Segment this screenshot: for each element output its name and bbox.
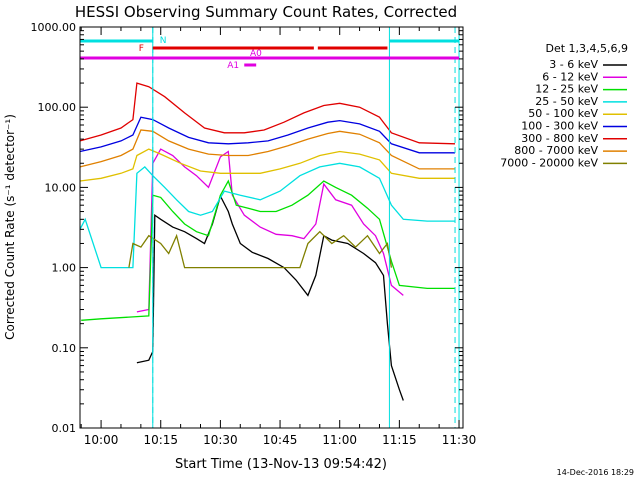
y-tick-label: 0.01	[52, 422, 77, 435]
y-tick-label: 100.00	[38, 101, 77, 114]
legend-label: 12 - 25 keV	[535, 83, 598, 96]
y-tick-label: 1.00	[52, 262, 77, 275]
attenuator-a1-label: A1	[227, 61, 239, 71]
legend-label: 7000 - 20000 keV	[500, 156, 598, 169]
chart-title: HESSI Observing Summary Count Rates, Cor…	[75, 3, 457, 21]
series-line-1	[136, 194, 404, 401]
y-tick-label: 1000.00	[31, 21, 77, 34]
x-tick-label: 10:45	[263, 433, 298, 447]
x-axis-label: Start Time (13-Nov-13 09:54:42)	[175, 457, 387, 472]
legend-label: 800 - 7000 keV	[514, 144, 598, 157]
x-tick-label: 10:15	[143, 433, 178, 447]
plot-frame	[79, 26, 464, 429]
y-tick-label: 10.00	[45, 181, 77, 194]
attenuator-a0-label: A0	[250, 49, 262, 59]
series-line-2	[136, 148, 404, 313]
flare-label: F	[139, 44, 144, 54]
footer-date: 14-Dec-2016 18:29	[557, 468, 634, 477]
legend-label: 100 - 300 keV	[521, 120, 598, 133]
night-label: N	[160, 36, 167, 46]
y-tick-label: 0.10	[52, 342, 77, 355]
legend-label: 6 - 12 keV	[542, 70, 598, 83]
series-line-8	[79, 129, 455, 170]
x-tick-label: 10:30	[203, 433, 238, 447]
x-tick-label: 11:15	[382, 433, 417, 447]
series-line-5	[79, 148, 455, 182]
legend-label: 50 - 100 keV	[528, 107, 598, 120]
series-line-6	[79, 116, 455, 154]
x-tick-label: 11:00	[322, 433, 357, 447]
series-line-7	[79, 82, 456, 145]
legend-label: 300 - 800 keV	[521, 132, 598, 145]
x-tick-label: 11:30	[442, 433, 477, 447]
series-line-4	[79, 162, 455, 269]
series-line-3	[81, 179, 455, 321]
y-axis-label: Corrected Count Rate (s⁻¹ detector⁻¹)	[3, 114, 17, 340]
legend-label: 25 - 50 keV	[535, 95, 598, 108]
legend-title: Det 1,3,4,5,6,9	[545, 42, 628, 55]
axes: 1000.00 100.00 10.00 1.00 0.10 0.01 10:00 10:15…	[31, 21, 477, 447]
legend-label: 3 - 6 keV	[549, 58, 598, 71]
series-line-9	[128, 230, 393, 269]
x-tick-label: 10:00	[84, 433, 119, 447]
